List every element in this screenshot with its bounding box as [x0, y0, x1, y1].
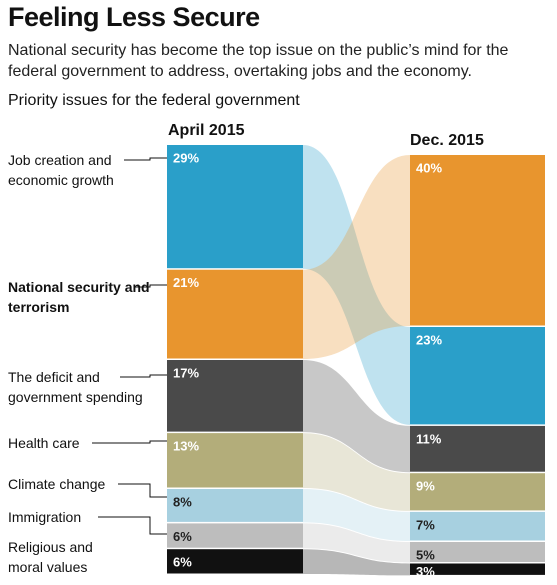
value-label: 5%: [416, 547, 435, 562]
chart-title: Feeling Less Secure: [8, 2, 260, 32]
bar-segment: [410, 511, 545, 541]
bar-segment: [410, 563, 545, 575]
category-label: Health care: [8, 435, 80, 451]
bar-segment: [167, 145, 303, 269]
bar-segment: [167, 433, 303, 488]
flow: [303, 549, 410, 576]
value-label: 11%: [416, 431, 442, 446]
category-label: Religious and moral values: [8, 539, 93, 575]
leader-line: [124, 157, 167, 161]
bar-segment: [410, 327, 545, 425]
category-label: National security and terrorism: [8, 279, 150, 315]
axis-label: Priority issues for the federal governme…: [8, 92, 300, 109]
column-header: Dec. 2015: [410, 132, 484, 149]
bar-segment: [167, 523, 303, 548]
value-label: 21%: [173, 275, 199, 290]
bar-segment: [410, 425, 545, 472]
value-label: 6%: [173, 529, 192, 544]
chart-subtitle: National security has become the top iss…: [8, 42, 509, 80]
flow: [303, 489, 410, 541]
value-label: 9%: [416, 479, 435, 494]
value-label: 13%: [173, 439, 199, 454]
value-label: 8%: [173, 494, 192, 509]
category-label: Immigration: [8, 509, 82, 525]
flow: [303, 155, 410, 359]
value-label: 23%: [416, 332, 442, 347]
bar-segment: [410, 155, 545, 326]
bar-segment: [167, 549, 303, 574]
value-label: 6%: [173, 555, 192, 570]
bar-segment: [167, 360, 303, 432]
value-label: 7%: [416, 517, 435, 532]
leader-line: [118, 483, 167, 498]
value-label: 3%: [416, 564, 435, 579]
flow: [303, 523, 410, 563]
leader-line: [120, 374, 167, 378]
category-label: Job creation and economic growth: [8, 152, 114, 188]
flow: [303, 433, 410, 511]
leader-line: [98, 516, 167, 535]
value-label: 29%: [173, 150, 199, 165]
leader-line: [134, 284, 167, 288]
value-label: 17%: [173, 365, 199, 380]
bar-segment: [410, 542, 545, 562]
bar-segment: [167, 269, 303, 359]
bar-segment: [410, 473, 545, 511]
leader-line: [92, 440, 167, 444]
value-label: 40%: [416, 160, 442, 175]
flow: [303, 360, 410, 473]
category-label: Climate change: [8, 476, 106, 492]
flow: [303, 145, 410, 425]
column-header: April 2015: [168, 122, 245, 139]
bar-segment: [167, 489, 303, 522]
category-label: The deficit and government spending: [8, 369, 143, 405]
